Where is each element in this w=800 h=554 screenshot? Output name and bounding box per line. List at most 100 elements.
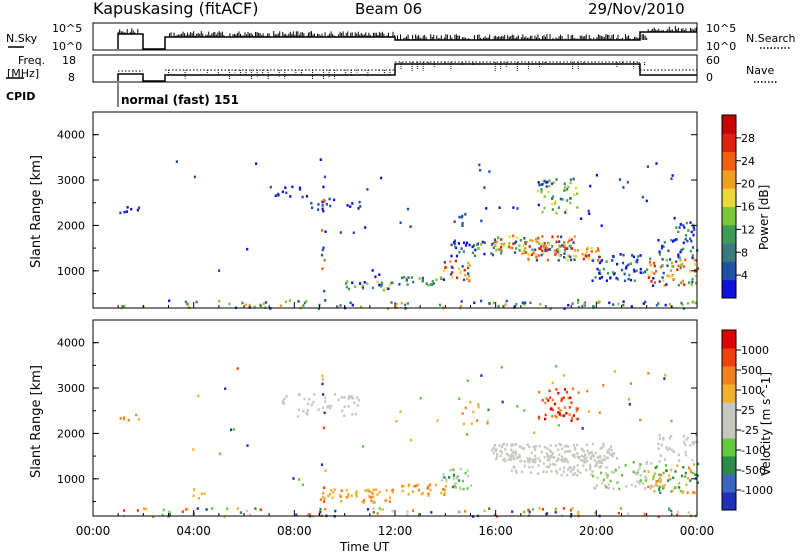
velocity-cell (526, 443, 529, 446)
velocity-cell (310, 403, 313, 407)
power-cell (669, 258, 672, 261)
velocity-cell (591, 470, 594, 473)
power-cell (451, 271, 454, 274)
velocity-cell (678, 459, 681, 462)
velocity-cell (406, 510, 409, 513)
power-cell (661, 276, 664, 279)
velocity-cell (512, 450, 515, 453)
velocity-cell (376, 512, 379, 515)
power-cell (563, 189, 566, 192)
velocity-cell (308, 513, 311, 516)
velocity-cell (395, 420, 398, 423)
velocity-cell (652, 485, 655, 488)
velocity-cell (548, 389, 551, 393)
power-cell (577, 305, 580, 309)
power-cell (371, 269, 374, 272)
power-cell (531, 248, 534, 252)
velocity-cell (557, 391, 560, 395)
power-cell (291, 185, 294, 189)
power-cell (663, 241, 666, 244)
power-cell (622, 253, 625, 257)
power-cell (668, 274, 671, 278)
velocity-cell (678, 486, 681, 489)
x-tick-label: 08:00 (277, 524, 312, 538)
velocity-cell (355, 494, 358, 498)
velocity-cell (542, 462, 545, 465)
velocity-cell (581, 454, 584, 457)
velocity-cell (452, 477, 455, 481)
station-title: Kapuskasing (fitACF) (93, 0, 258, 18)
velocity-cell (245, 509, 248, 513)
colorbar-segment (722, 224, 736, 244)
power-cell (685, 221, 688, 225)
power-cell (563, 182, 566, 186)
velocity-cell (534, 445, 537, 448)
velocity-cell (523, 409, 526, 412)
power-cell (443, 261, 446, 264)
power-colorbar: 28 24 20 16 12 8 4 (721, 114, 755, 299)
velocity-cell (629, 382, 633, 385)
freq-label-1: Freq. (18, 54, 45, 67)
velocity-cell (606, 474, 609, 477)
velocity-cell (558, 412, 561, 415)
velocity-cell (538, 417, 541, 420)
power-cell (535, 255, 538, 259)
power-cell (572, 177, 575, 181)
velocity-cell (366, 508, 370, 511)
velocity-cell (693, 440, 696, 444)
velocity-cell (647, 372, 650, 375)
velocity-cell (613, 370, 616, 373)
power-cell (385, 287, 388, 290)
velocity-cell (618, 487, 621, 491)
velocity-cell (333, 393, 336, 396)
power-cell (503, 242, 506, 245)
velocity-cell (598, 461, 601, 464)
power-cell (650, 280, 653, 283)
power-cell (551, 208, 554, 211)
power-cell (545, 249, 548, 252)
velocity-cell (634, 485, 637, 488)
velocity-cell (411, 509, 415, 512)
velocity-cell (659, 491, 662, 494)
velocity-cell (464, 510, 467, 513)
velocity-cell (584, 453, 587, 456)
power-cell (680, 264, 683, 268)
velocity-cell (658, 473, 661, 476)
power-cell (540, 188, 543, 191)
velocity-cell (567, 396, 570, 400)
power-cell (682, 265, 685, 268)
power-cell (406, 207, 410, 211)
velocity-cell (568, 406, 571, 409)
colorbar-segment (722, 133, 736, 153)
velocity-cell (445, 479, 448, 483)
power-cell (554, 201, 557, 205)
power-cell (535, 259, 538, 262)
velocity-cell (663, 458, 667, 461)
velocity-cell (464, 406, 467, 410)
power-cell (500, 238, 503, 241)
power-cell (515, 303, 518, 306)
power-cell (494, 244, 497, 247)
velocity-cell (657, 479, 660, 483)
velocity-cell (594, 511, 597, 515)
power-cell (405, 277, 408, 280)
velocity-cell (168, 510, 171, 514)
x-tick-label: 00:00 (76, 524, 111, 538)
power-cell (575, 255, 578, 258)
power-cell (541, 249, 544, 253)
velocity-cell (470, 422, 473, 425)
velocity-cell (538, 444, 541, 448)
power-cell (303, 301, 306, 305)
velocity-cell (684, 443, 687, 446)
power-cell (262, 302, 265, 306)
velocity-cell (345, 496, 348, 499)
power-cell (374, 275, 377, 279)
power-cell (581, 304, 584, 308)
velocity-cell (520, 446, 523, 449)
velocity-cell (658, 486, 661, 489)
velocity-cell (534, 454, 537, 458)
power-cell (322, 185, 325, 189)
velocity-cell (456, 475, 459, 478)
power-cell (621, 268, 624, 272)
velocity-cell (378, 507, 381, 510)
